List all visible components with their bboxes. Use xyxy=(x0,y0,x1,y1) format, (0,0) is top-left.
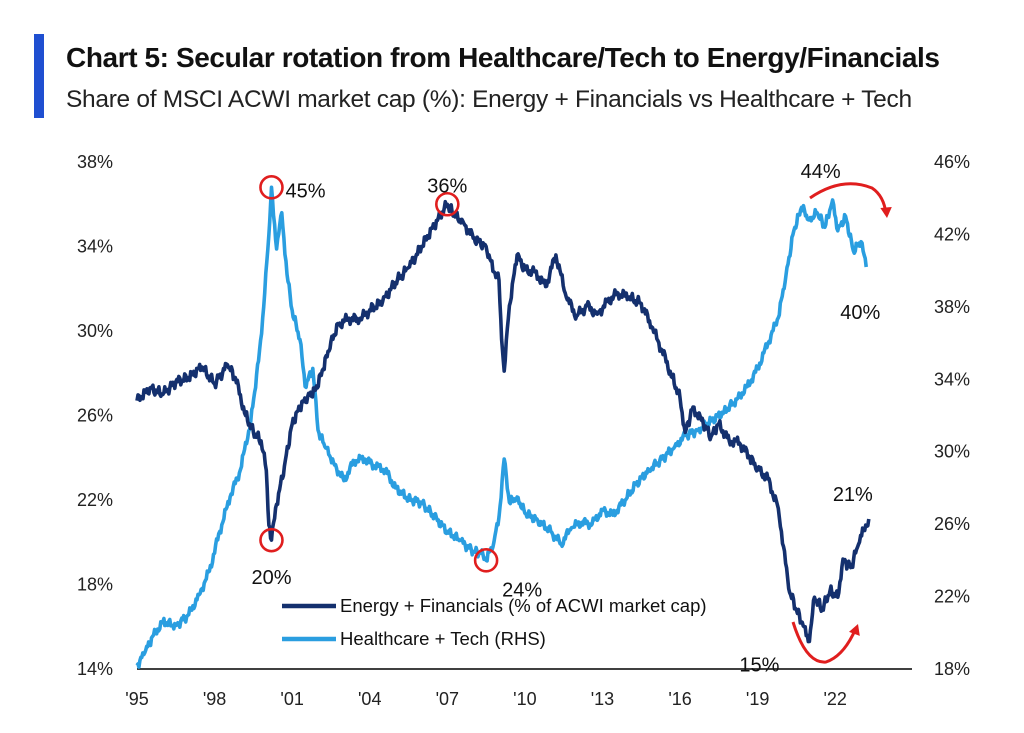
y-left-tick-label: 14% xyxy=(77,659,113,679)
y-right-tick-label: 26% xyxy=(934,514,970,534)
x-tick-label: '04 xyxy=(358,689,381,709)
y-left-tick-label: 26% xyxy=(77,406,113,426)
x-tick-label: '10 xyxy=(513,689,536,709)
y-right-tick-label: 42% xyxy=(934,224,970,244)
chart-legend: Energy + Financials (% of ACWI market ca… xyxy=(282,595,707,649)
y-right-tick-label: 34% xyxy=(934,369,970,389)
y-left-tick-label: 30% xyxy=(77,321,113,341)
annotation-label: 36% xyxy=(427,175,467,197)
chart-axes: '95 '98 '01 '04 '07 '10 '13 '16 '19 '22 14% 18% 22% 2… xyxy=(77,152,970,709)
series-line-healthcare-tech xyxy=(135,185,868,670)
annotation-label: 45% xyxy=(285,180,325,202)
x-tick-label: '01 xyxy=(280,689,303,709)
chart-title: Chart 5: Secular rotation from Healthcar… xyxy=(66,42,940,73)
annotation-label: 44% xyxy=(801,161,841,183)
trough-rotation-arrow-head xyxy=(848,624,860,636)
annotation-label: 40% xyxy=(840,302,880,324)
peak-rotation-arrow xyxy=(809,182,888,215)
legend-label: Energy + Financials (% of ACWI market ca… xyxy=(340,595,707,616)
x-tick-label: '22 xyxy=(823,689,846,709)
chart-subtitle: Share of MSCI ACWI market cap (%): Energ… xyxy=(66,86,912,113)
y-right-tick-label: 46% xyxy=(934,152,970,172)
y-right-tick-label: 18% xyxy=(934,659,970,679)
y-right-tick-label: 30% xyxy=(934,442,970,462)
y-left-tick-label: 22% xyxy=(77,490,113,510)
chart-annotations: 45% 20% 36% 24% 44% 40% 21% 15% xyxy=(251,161,892,677)
y-left-tick-label: 38% xyxy=(77,152,113,172)
annotation-marker xyxy=(473,548,499,573)
x-tick-label: '07 xyxy=(436,689,459,709)
annotation-label: 15% xyxy=(739,655,779,677)
y-left-tick-label: 34% xyxy=(77,237,113,257)
annotation-label: 24% xyxy=(502,579,542,601)
y-left-tick-label: 18% xyxy=(77,575,113,595)
x-tick-label: '16 xyxy=(668,689,691,709)
legend-label: Healthcare + Tech (RHS) xyxy=(340,628,546,649)
peak-rotation-arrow-head xyxy=(880,207,892,218)
series-line-energy-financials xyxy=(135,199,871,644)
x-tick-label: '19 xyxy=(746,689,769,709)
title-accent-bar xyxy=(34,34,44,118)
y-right-tick-label: 38% xyxy=(934,297,970,317)
annotation-label: 20% xyxy=(251,567,291,589)
y-right-tick-label: 22% xyxy=(934,587,970,607)
annotation-marker xyxy=(259,175,284,200)
annotation-marker xyxy=(435,191,460,217)
chart-series xyxy=(135,185,871,670)
trough-rotation-arrow xyxy=(791,621,858,664)
x-tick-label: '13 xyxy=(591,689,614,709)
annotation-marker xyxy=(259,527,284,553)
annotation-label: 21% xyxy=(833,484,873,506)
x-tick-label: '95 xyxy=(125,689,148,709)
x-tick-label: '98 xyxy=(203,689,226,709)
